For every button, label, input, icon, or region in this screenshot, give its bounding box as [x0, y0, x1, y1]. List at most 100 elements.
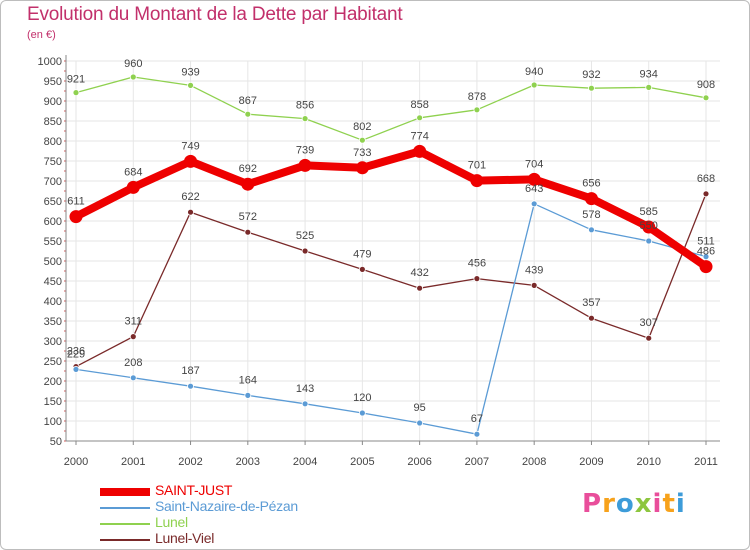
logo-letter: r	[602, 489, 616, 519]
x-tick-label: 2009	[579, 456, 603, 468]
data-label: 229	[67, 348, 85, 360]
legend-swatch	[100, 488, 150, 496]
data-label: 578	[582, 209, 600, 221]
data-point	[473, 106, 481, 114]
x-tick-label: 2006	[407, 456, 431, 468]
data-point	[416, 114, 424, 122]
data-label: 774	[410, 130, 428, 142]
data-label: 486	[697, 246, 715, 258]
legend-swatch	[100, 507, 150, 509]
data-point	[416, 419, 424, 427]
data-point	[301, 247, 309, 255]
data-label: 704	[525, 158, 543, 170]
logo-letter: i	[675, 489, 686, 519]
data-point	[72, 365, 80, 373]
data-point	[702, 94, 710, 102]
data-point	[584, 192, 598, 206]
data-label: 208	[124, 357, 142, 369]
logo-letter: t	[662, 489, 676, 519]
x-tick-label: 2005	[350, 456, 374, 468]
data-point	[298, 158, 312, 172]
y-tick-label: 400	[44, 296, 62, 308]
y-tick-label: 900	[44, 96, 62, 108]
logo-letter: i	[652, 489, 663, 519]
x-tick-label: 2000	[64, 456, 88, 468]
data-point	[530, 281, 538, 289]
data-label: 932	[582, 69, 600, 81]
data-point	[301, 400, 309, 408]
data-label: 656	[582, 178, 600, 190]
logo-letter: o	[615, 489, 635, 519]
x-tick-label: 2001	[121, 456, 145, 468]
data-point	[642, 220, 656, 234]
x-tick-label: 2010	[636, 456, 660, 468]
legend-item-lunel: Lunel	[100, 514, 360, 532]
data-label: 357	[582, 297, 600, 309]
legend-item-saint-nazaire: Saint-Nazaire-de-Pézan	[100, 498, 360, 516]
data-point	[241, 177, 255, 191]
legend-label: Lunel	[155, 514, 188, 530]
data-label: 692	[239, 163, 257, 175]
data-point	[527, 172, 541, 186]
data-label: 802	[353, 121, 371, 133]
data-label: 307	[640, 317, 658, 329]
proxiti-logo: Proxiti	[582, 489, 686, 519]
legend-item-lunel-viel: Lunel-Viel	[100, 530, 360, 548]
y-tick-label: 50	[50, 436, 62, 448]
data-point	[530, 200, 538, 208]
x-tick-label: 2008	[522, 456, 546, 468]
data-label: 187	[181, 365, 199, 377]
data-point	[187, 208, 194, 216]
x-tick-label: 2011	[694, 456, 718, 468]
data-label: 456	[468, 258, 486, 270]
data-point	[473, 275, 481, 283]
data-label: 611	[67, 196, 85, 208]
data-label: 749	[181, 140, 199, 152]
y-tick-label: 150	[44, 396, 62, 408]
data-point	[69, 210, 83, 224]
data-label: 878	[468, 91, 486, 103]
y-tick-label: 600	[44, 216, 62, 228]
data-label: 95	[414, 402, 426, 414]
data-point	[530, 81, 538, 89]
data-point	[470, 174, 484, 188]
data-label: 939	[181, 66, 199, 78]
data-label: 439	[525, 264, 543, 276]
data-label: 701	[468, 160, 486, 172]
data-label: 432	[410, 267, 428, 279]
data-point	[129, 333, 137, 341]
x-tick-label: 2007	[465, 456, 489, 468]
data-point	[358, 136, 366, 144]
y-tick-label: 100	[44, 416, 62, 428]
data-label: 120	[353, 392, 371, 404]
data-point	[187, 382, 194, 390]
series-line	[75, 193, 707, 368]
data-point	[645, 84, 653, 91]
data-label: 733	[353, 147, 371, 159]
data-label: 479	[353, 248, 371, 260]
series-line	[75, 76, 707, 141]
y-tick-label: 500	[44, 256, 62, 268]
data-point	[645, 334, 653, 342]
data-label: 858	[410, 99, 428, 111]
data-point	[699, 260, 713, 274]
data-point	[645, 237, 653, 245]
data-point	[72, 89, 80, 96]
data-point	[244, 228, 252, 236]
data-label: 572	[239, 211, 257, 223]
y-tick-label: 250	[44, 356, 62, 368]
data-point	[184, 154, 198, 168]
plot-area	[66, 61, 720, 441]
chart-unit-label: (en €)	[27, 29, 56, 41]
y-tick-label: 450	[44, 276, 62, 288]
x-tick-label: 2002	[178, 456, 202, 468]
data-point	[413, 144, 427, 158]
x-tick-label: 2004	[293, 456, 317, 468]
logo-letter: x	[634, 489, 653, 519]
data-label: 511	[697, 236, 715, 248]
data-point	[588, 226, 595, 234]
y-tick-label: 300	[44, 336, 62, 348]
data-point	[129, 73, 137, 81]
y-tick-label: 650	[44, 196, 62, 208]
